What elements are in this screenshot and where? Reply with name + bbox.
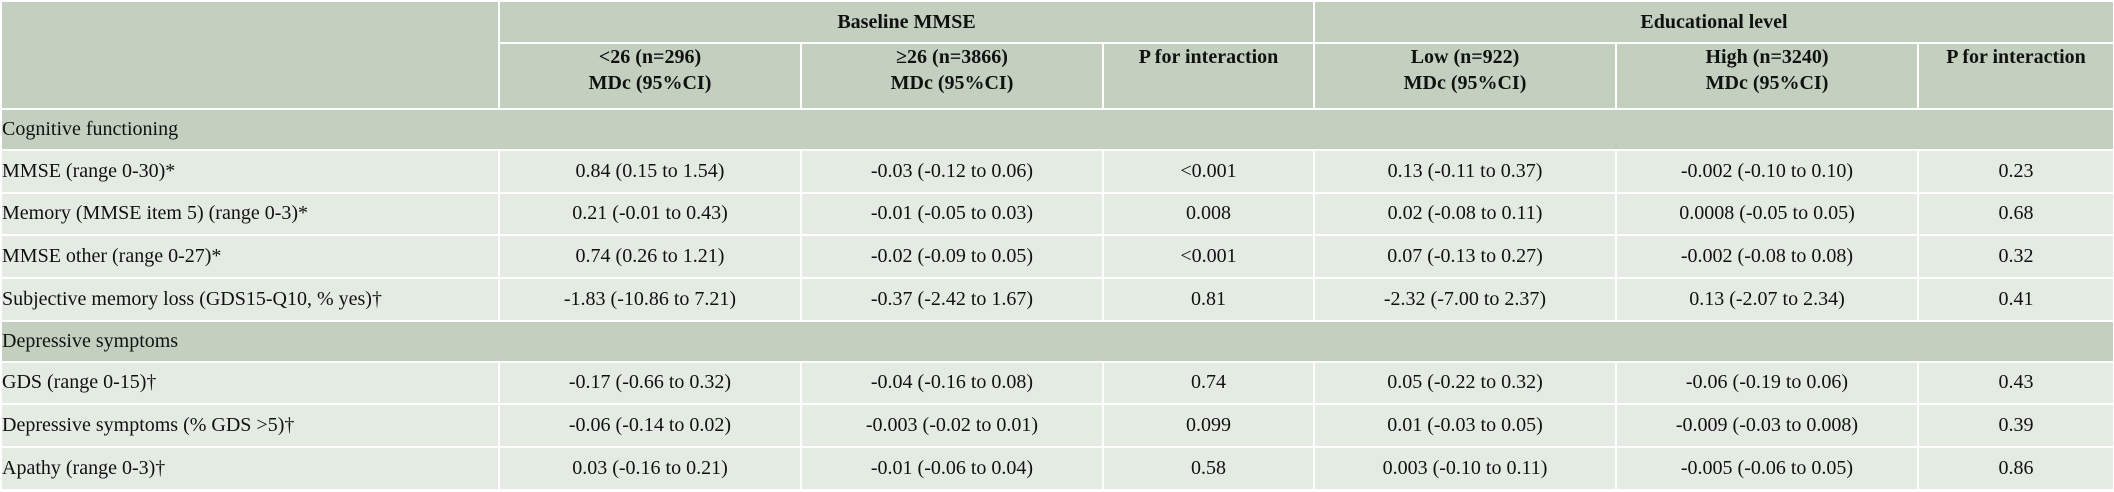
column-header-edu-high: High (n=3240) MDc (95%CI) (1615, 42, 1919, 110)
cell-value: 0.68 (1916, 191, 2114, 237)
cell-value: -0.01 (-0.06 to 0.04) (800, 446, 1104, 491)
row-label: Depressive symptoms (% GDS >5)† (0, 403, 500, 449)
column-header-line1: P for interaction (1946, 46, 2086, 68)
cell-value: -0.003 (-0.02 to 0.01) (800, 403, 1104, 449)
column-header-line2: MDc (95%CI) (1403, 72, 1527, 94)
column-header-line2: MDc (95%CI) (1705, 72, 1829, 94)
cell-value: 0.74 (1102, 360, 1315, 406)
row-label: MMSE (range 0-30)* (0, 148, 500, 194)
cell-value: -0.002 (-0.10 to 0.10) (1615, 148, 1919, 194)
cell-value: 0.05 (-0.22 to 0.32) (1313, 360, 1617, 406)
header-blank-cell (0, 0, 500, 110)
cell-value: 0.008 (1102, 191, 1315, 237)
cell-value: 0.01 (-0.03 to 0.05) (1313, 403, 1617, 449)
cell-value: 0.41 (1916, 277, 2114, 322)
column-header-line2: MDc (95%CI) (588, 72, 712, 94)
cell-value: -0.03 (-0.12 to 0.06) (800, 148, 1104, 194)
cell-value: 0.003 (-0.10 to 0.11) (1313, 446, 1617, 491)
row-label: MMSE other (range 0-27)* (0, 234, 500, 280)
row-label: GDS (range 0-15)† (0, 360, 500, 406)
cell-value: 0.81 (1102, 277, 1315, 322)
section-header-cognitive-functioning: Cognitive functioning (0, 108, 2114, 151)
column-header-line1: <26 (n=296) (598, 46, 702, 68)
cell-value: 0.13 (-2.07 to 2.34) (1615, 277, 1919, 322)
section-header-depressive-symptoms: Depressive symptoms (0, 319, 2114, 363)
column-header-line2: MDc (95%CI) (890, 72, 1014, 94)
cell-value: -0.002 (-0.08 to 0.08) (1615, 234, 1919, 280)
cell-value: <0.001 (1102, 234, 1315, 280)
column-header-line1: ≥26 (n=3866) (896, 46, 1008, 68)
table-row: MMSE (range 0-30)* 0.84 (0.15 to 1.54) -… (0, 148, 2114, 194)
table-row: Apathy (range 0-3)† 0.03 (-0.16 to 0.21)… (0, 446, 2114, 491)
cell-value: 0.39 (1916, 403, 2114, 449)
table-row: MMSE other (range 0-27)* 0.74 (0.26 to 1… (0, 234, 2114, 280)
column-header-line1: P for interaction (1138, 46, 1279, 68)
cell-value: -1.83 (-10.86 to 7.21) (498, 277, 802, 322)
cell-value: -0.02 (-0.09 to 0.05) (800, 234, 1104, 280)
cell-value: 0.23 (1916, 148, 2114, 194)
column-header-line1: High (n=3240) (1705, 46, 1829, 68)
cell-value: 0.84 (0.15 to 1.54) (498, 148, 802, 194)
table-row: GDS (range 0-15)† -0.17 (-0.66 to 0.32) … (0, 360, 2114, 406)
table-row: Memory (MMSE item 5) (range 0-3)* 0.21 (… (0, 191, 2114, 237)
cell-value: -0.06 (-0.14 to 0.02) (498, 403, 802, 449)
group-header-educational-level: Educational level (1312, 0, 2114, 44)
column-header-line1: Low (n=922) (1410, 46, 1520, 68)
cell-value: -0.17 (-0.66 to 0.32) (498, 360, 802, 406)
cell-value: 0.32 (1916, 234, 2114, 280)
column-header-edu-p: P for interaction (1916, 42, 2114, 110)
column-header-mmse-p: P for interaction (1102, 42, 1315, 110)
cell-value: 0.07 (-0.13 to 0.27) (1313, 234, 1617, 280)
cell-value: 0.86 (1916, 446, 2114, 491)
column-header-edu-low: Low (n=922) MDc (95%CI) (1313, 42, 1617, 110)
cell-value: 0.0008 (-0.05 to 0.05) (1615, 191, 1919, 237)
cell-value: -0.04 (-0.16 to 0.08) (800, 360, 1104, 406)
cell-value: 0.43 (1916, 360, 2114, 406)
table-row: Subjective memory loss (GDS15-Q10, % yes… (0, 277, 2114, 322)
column-header-mmse-low: <26 (n=296) MDc (95%CI) (498, 42, 802, 110)
cell-value: <0.001 (1102, 148, 1315, 194)
cell-value: 0.099 (1102, 403, 1315, 449)
cell-value: -2.32 (-7.00 to 2.37) (1313, 277, 1617, 322)
cell-value: 0.21 (-0.01 to 0.43) (498, 191, 802, 237)
table-row: Depressive symptoms (% GDS >5)† -0.06 (-… (0, 403, 2114, 449)
cell-value: 0.58 (1102, 446, 1315, 491)
cell-value: 0.03 (-0.16 to 0.21) (498, 446, 802, 491)
row-label: Subjective memory loss (GDS15-Q10, % yes… (0, 277, 500, 322)
cell-value: -0.06 (-0.19 to 0.06) (1615, 360, 1919, 406)
cell-value: -0.01 (-0.05 to 0.03) (800, 191, 1104, 237)
cell-value: 0.13 (-0.11 to 0.37) (1313, 148, 1617, 194)
cell-value: -0.005 (-0.06 to 0.05) (1615, 446, 1919, 491)
row-label: Memory (MMSE item 5) (range 0-3)* (0, 191, 500, 237)
column-header-mmse-high: ≥26 (n=3866) MDc (95%CI) (800, 42, 1104, 110)
group-header-baseline-mmse: Baseline MMSE (498, 0, 1315, 44)
cell-value: 0.02 (-0.08 to 0.11) (1313, 191, 1617, 237)
cell-value: -0.37 (-2.42 to 1.67) (800, 277, 1104, 322)
cell-value: -0.009 (-0.03 to 0.008) (1615, 403, 1919, 449)
cell-value: 0.74 (0.26 to 1.21) (498, 234, 802, 280)
row-label: Apathy (range 0-3)† (0, 446, 500, 491)
